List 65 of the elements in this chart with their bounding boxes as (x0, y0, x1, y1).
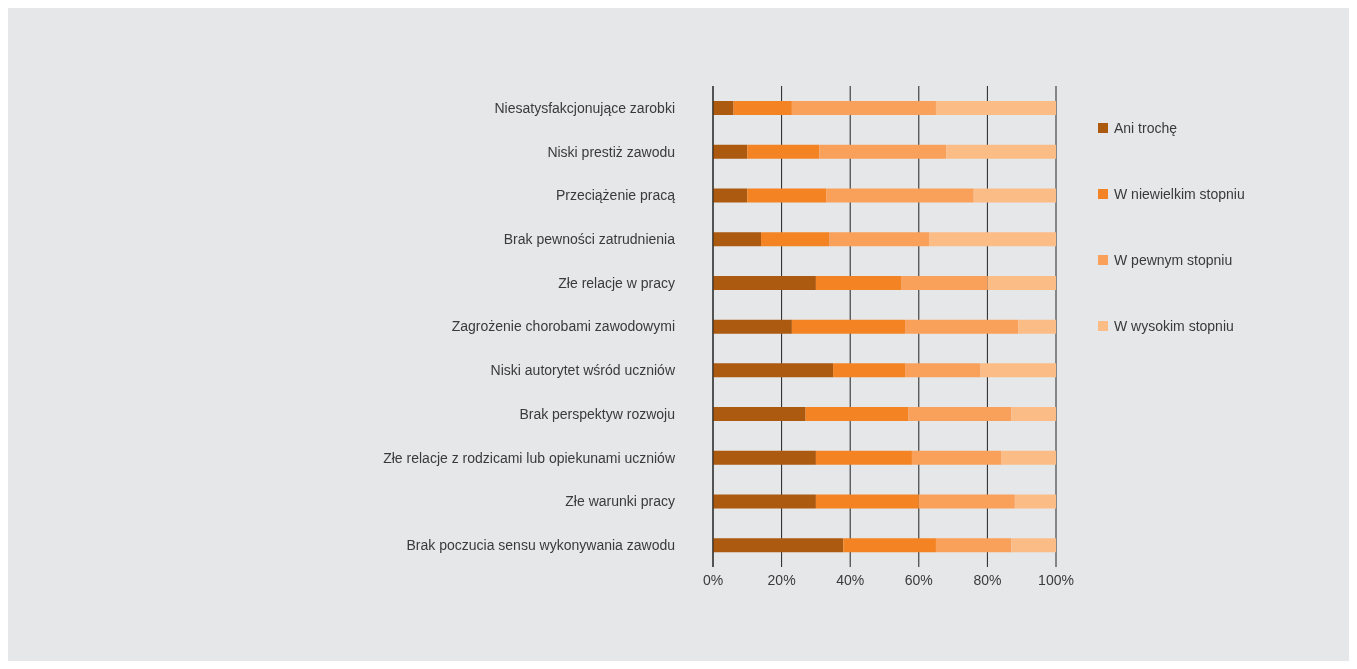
bar (815, 450, 912, 465)
y-tick-label: Brak perspektyw rozwoju (519, 405, 675, 422)
bar (815, 275, 902, 290)
bar (833, 363, 906, 378)
bar (815, 494, 919, 509)
bar (1014, 494, 1056, 509)
bar (987, 275, 1056, 290)
bar (713, 275, 816, 290)
bar (747, 144, 820, 159)
bar (713, 188, 748, 203)
bar (733, 101, 792, 115)
bar (946, 144, 1056, 159)
bar (929, 232, 1056, 247)
bar (713, 319, 792, 334)
legend-label: W wysokim stopniu (1114, 318, 1234, 334)
y-tick-label: Przeciążenie pracą (555, 187, 676, 204)
x-tick-label: 80% (973, 571, 1002, 588)
y-tick-label: Złe warunki pracy (565, 493, 675, 510)
x-tick-label: 100% (1038, 571, 1074, 588)
bar (713, 538, 844, 553)
bar (901, 275, 988, 290)
y-tick-label: Brak pewności zatrudnienia (503, 231, 676, 248)
bar (1011, 538, 1056, 553)
bar (1001, 450, 1056, 465)
bar (713, 363, 834, 378)
bar (935, 101, 1056, 115)
bar (1011, 407, 1056, 422)
bar (747, 188, 827, 203)
bar (713, 494, 816, 509)
bar (980, 363, 1056, 378)
bar (805, 407, 909, 422)
bar (905, 319, 1019, 334)
bar (713, 144, 748, 159)
bar (791, 319, 906, 334)
bar (1018, 319, 1056, 334)
y-tick-label: Złe relacje w pracy (558, 274, 675, 291)
legend-label: W pewnym stopniu (1114, 252, 1233, 268)
y-tick-label: Niski prestiż zawodu (547, 143, 675, 160)
y-tick-label: Złe relacje z rodzicami lub opiekunami uczniów (383, 449, 676, 466)
x-tick-label: 0% (702, 571, 724, 588)
bar (829, 232, 930, 247)
bar (791, 101, 936, 115)
legend-label: W niewielkim stopniu (1114, 186, 1245, 202)
bar (713, 101, 734, 115)
bar (826, 188, 974, 203)
x-tick-label: 20% (767, 571, 796, 588)
legend-label: Ani trochę (1114, 120, 1178, 136)
bar (713, 232, 762, 247)
bar (973, 188, 1056, 203)
bar (713, 407, 806, 422)
bar (908, 407, 1012, 422)
bar (819, 144, 947, 159)
bar (843, 538, 936, 553)
bar (761, 232, 830, 247)
y-tick-label: Niski autorytet wśród uczniów (490, 362, 676, 379)
bar (918, 494, 1015, 509)
bar (713, 450, 816, 465)
bar (935, 538, 1012, 553)
x-tick-label: 40% (836, 571, 865, 588)
y-tick-label: Niesatysfakcjonujące zarobki (494, 99, 675, 116)
y-tick-label: Brak poczucia sensu wykonywania zawodu (406, 537, 675, 554)
y-tick-label: Zagrożenie chorobami zawodowymi (451, 318, 675, 335)
bar (911, 450, 1002, 465)
x-tick-label: 60% (904, 571, 933, 588)
bar (905, 363, 981, 378)
